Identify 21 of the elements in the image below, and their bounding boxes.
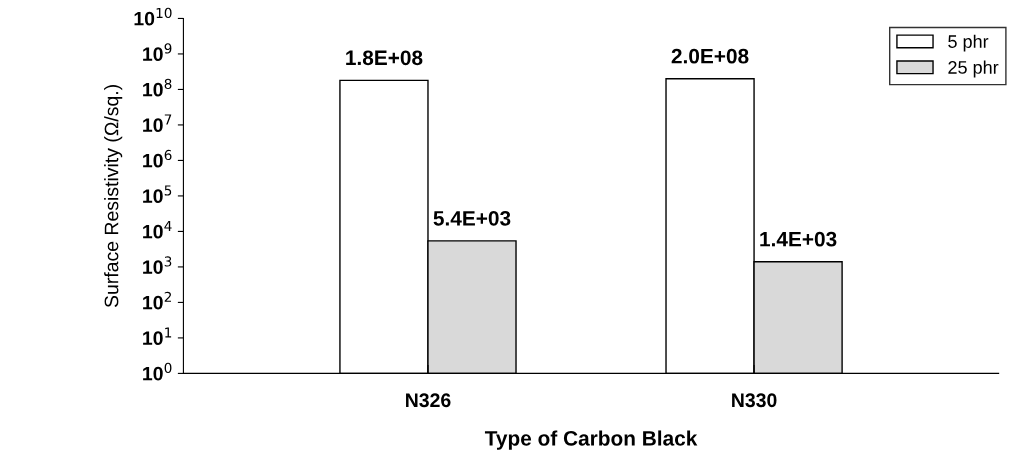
x-tick-label: N330: [732, 393, 777, 408]
y-axis-title: Surface Resistivity (Ω/sq.): [104, 85, 123, 308]
y-tick-label: 10$^{2}$: [143, 291, 171, 310]
y-tick-label: 10$^{0}$: [143, 362, 172, 381]
y-tick-label: 10$^{3}$: [143, 256, 172, 275]
y-tick-label: 10$^{6}$: [143, 149, 172, 168]
legend-label: 25 phr: [948, 60, 999, 78]
y-tick-label: 10$^{10}$: [134, 7, 172, 26]
x-tick-label: N326: [406, 393, 451, 408]
legend-label: 5 phr: [948, 34, 989, 52]
data-label: 1.8E+08: [346, 50, 423, 66]
data-label: 2.0E+08: [671, 48, 749, 64]
data-label: 5.4E+03: [433, 210, 511, 226]
y-tick-label: 10$^{8}$: [143, 78, 172, 97]
y-tick-label: 10$^{1}$: [143, 327, 172, 346]
y-tick-label: 10$^{4}$: [143, 220, 172, 239]
y-tick-label: 10$^{5}$: [143, 185, 172, 204]
x-axis-title: Type of Carbon Black: [484, 430, 698, 450]
y-tick-label: 10$^{9}$: [143, 43, 172, 62]
data-label: 1.4E+03: [760, 231, 837, 247]
y-tick-label: 10$^{7}$: [143, 114, 172, 133]
